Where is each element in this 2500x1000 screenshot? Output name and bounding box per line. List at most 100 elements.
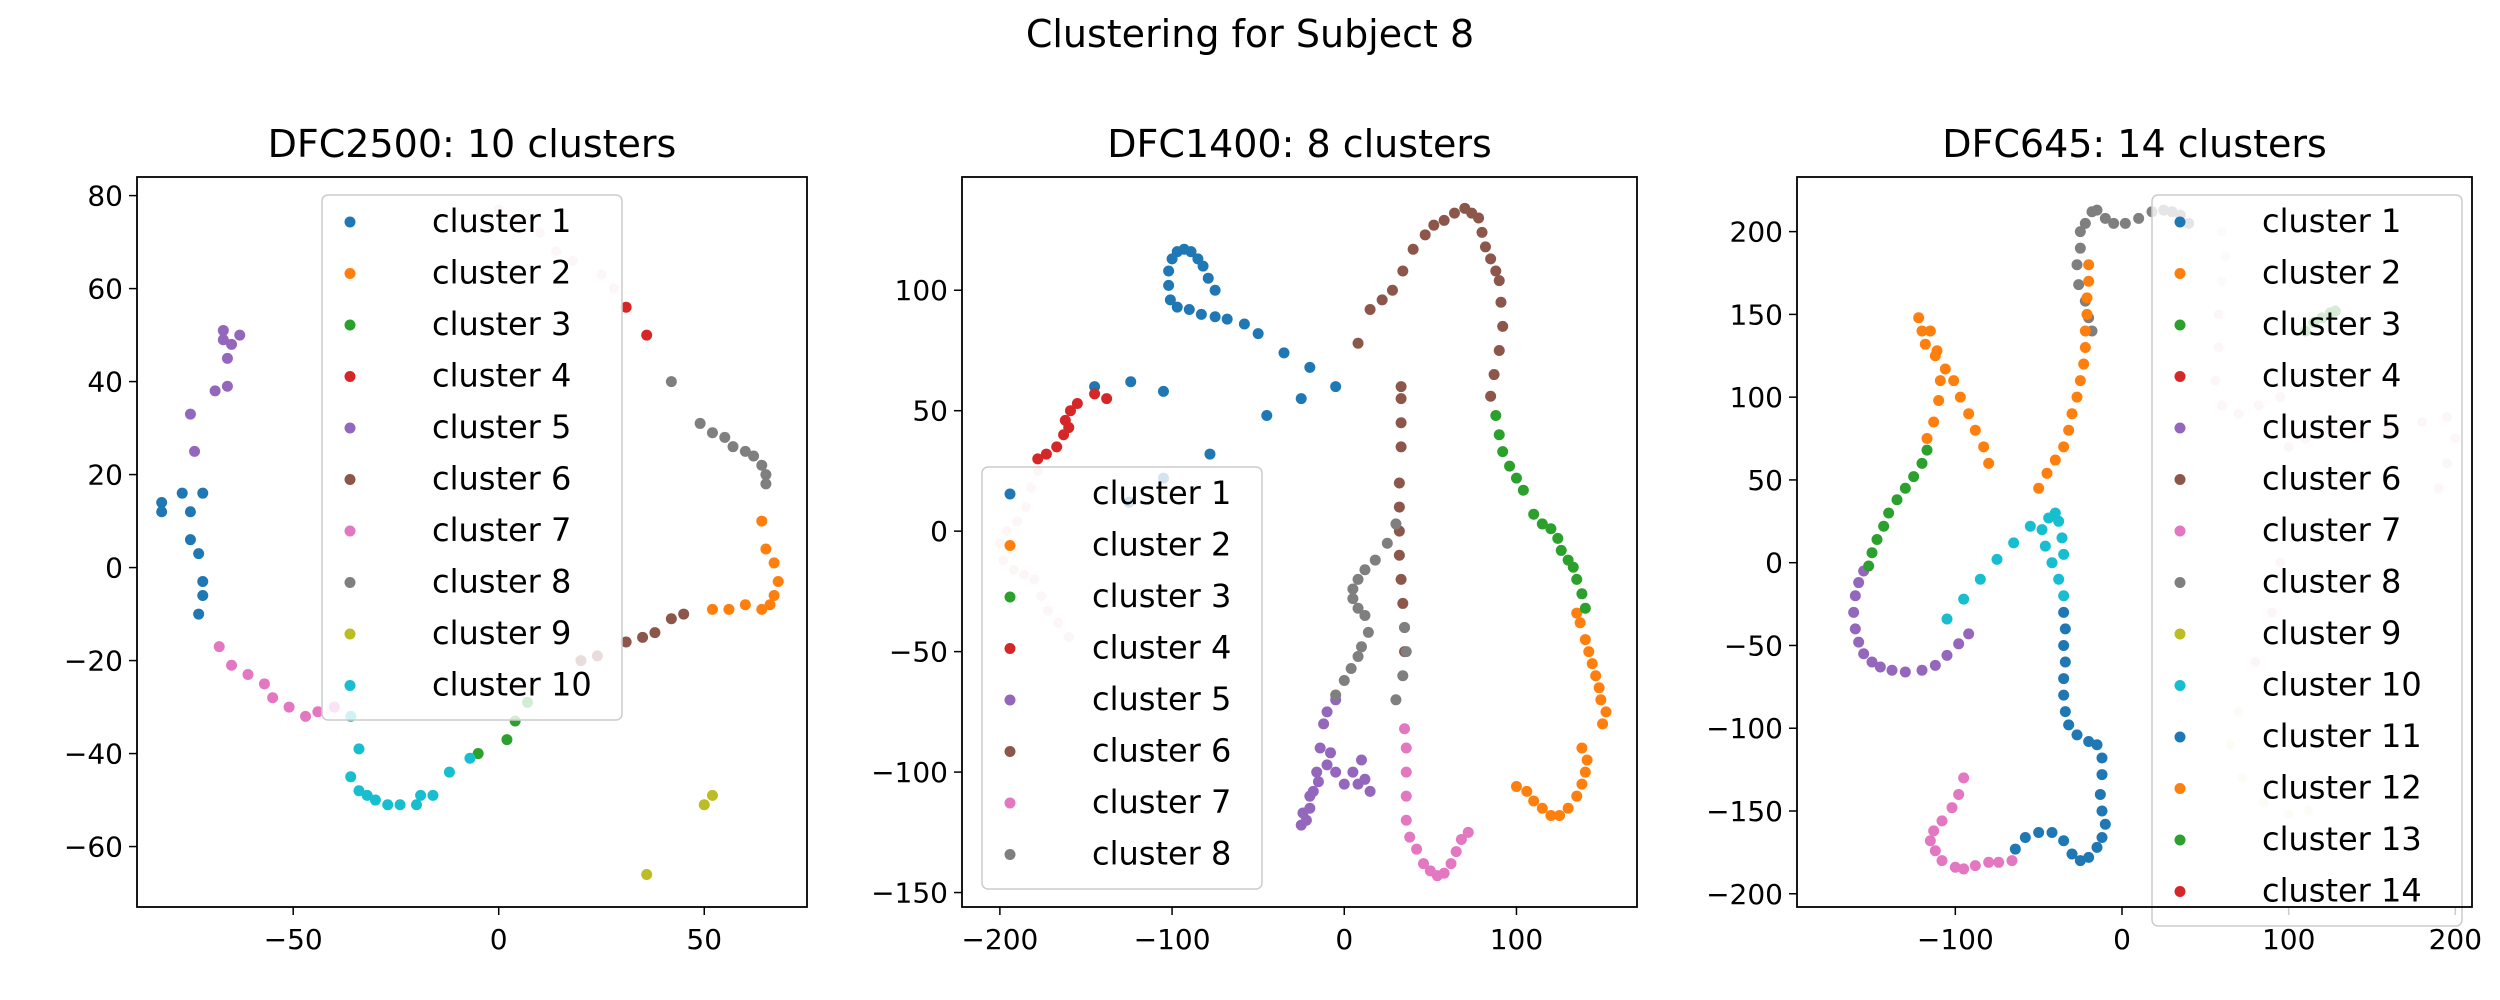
point-cluster-11 — [2033, 827, 2045, 839]
point-cluster-10 — [2039, 540, 2051, 552]
point-cluster-12 — [1954, 391, 1966, 403]
point-cluster-11 — [2059, 623, 2071, 635]
y-tick-label: 0 — [930, 515, 948, 548]
legend-entry: cluster 1 — [2262, 202, 2401, 240]
point-cluster-11 — [2096, 805, 2108, 817]
point-cluster-7 — [1936, 855, 1948, 867]
point-cluster-12 — [1939, 363, 1951, 375]
point-cluster-5 — [1314, 742, 1326, 754]
legend-entry: cluster 13 — [2262, 820, 2422, 858]
legend-entry: cluster 2 — [1092, 526, 1231, 564]
point-cluster-3 — [1493, 429, 1505, 441]
point-cluster-4 — [1071, 397, 1083, 409]
point-cluster-5 — [1297, 807, 1309, 819]
point-cluster-10 — [1991, 553, 2003, 565]
point-cluster-6 — [1364, 304, 1376, 316]
point-cluster-8 — [1397, 670, 1409, 682]
point-cluster-8 — [1338, 675, 1350, 687]
point-cluster-11 — [2083, 735, 2095, 747]
panel-3: DFC645: 14 clusters −100 0 100 200 −200 −150 −1… — [1706, 122, 2482, 956]
point-cluster-5 — [1874, 661, 1886, 673]
point-cluster-2 — [1571, 790, 1583, 802]
point-cluster-7 — [1953, 788, 1965, 800]
point-cluster-8 — [1352, 573, 1364, 585]
point-cluster-12 — [1983, 457, 1995, 469]
point-cluster-5 — [1886, 664, 1898, 676]
point-cluster-7 — [1983, 856, 1995, 868]
legend-entry: cluster 4 — [1092, 629, 1231, 667]
point-cluster-10 — [427, 789, 439, 801]
point-cluster-1 — [1204, 448, 1216, 460]
point-cluster-7 — [1929, 845, 1941, 857]
point-cluster-12 — [1934, 375, 1946, 387]
point-cluster-2 — [723, 603, 735, 615]
point-cluster-9 — [641, 868, 653, 880]
point-cluster-13 — [1899, 482, 1911, 494]
point-cluster-9 — [698, 799, 710, 811]
point-cluster-2 — [1579, 634, 1591, 646]
point-cluster-6 — [1395, 381, 1407, 393]
point-cluster-3 — [1528, 508, 1540, 520]
point-cluster-2 — [768, 557, 780, 569]
legend-entry: cluster 3 — [432, 305, 571, 343]
point-cluster-5 — [217, 324, 229, 336]
legend-marker — [2174, 319, 2186, 331]
legend-entry: cluster 12 — [2262, 769, 2422, 807]
point-cluster-12 — [2074, 375, 2086, 387]
legend-entry: cluster 1 — [432, 202, 571, 240]
point-cluster-1 — [1304, 361, 1316, 373]
legend-entry: cluster 6 — [432, 460, 571, 498]
legend-entry: cluster 14 — [2262, 872, 2422, 910]
panel-title: DFC1400: 8 clusters — [1107, 122, 1492, 166]
point-cluster-11 — [2094, 788, 2106, 800]
point-cluster-12 — [2079, 325, 2091, 337]
axes-frame — [136, 176, 808, 908]
point-cluster-6 — [1407, 243, 1419, 255]
point-cluster-10 — [1941, 613, 1953, 625]
point-cluster-8 — [2073, 279, 2085, 291]
legend-entry: cluster 3 — [2262, 305, 2401, 343]
point-cluster-8 — [2071, 259, 2083, 271]
point-cluster-11 — [2099, 818, 2111, 830]
point-cluster-3 — [1552, 532, 1564, 544]
point-cluster-7 — [258, 678, 270, 690]
point-cluster-10 — [2024, 520, 2036, 532]
point-cluster-5 — [1866, 656, 1878, 668]
point-cluster-3 — [472, 748, 484, 760]
point-cluster-1 — [1209, 284, 1221, 296]
point-cluster-5 — [217, 334, 229, 346]
point-cluster-8 — [1330, 689, 1342, 701]
y-tick-label: −20 — [64, 645, 123, 678]
point-cluster-12 — [2066, 408, 2078, 420]
point-cluster-6 — [1428, 219, 1440, 231]
point-cluster-13 — [1863, 560, 1875, 572]
point-cluster-8 — [760, 478, 772, 490]
point-cluster-2 — [1554, 809, 1566, 821]
legend-marker — [2174, 731, 2186, 743]
point-cluster-1 — [197, 589, 209, 601]
y-tick-label: 100 — [895, 274, 948, 307]
point-cluster-7 — [1462, 826, 1474, 838]
point-cluster-7 — [226, 659, 238, 671]
point-cluster-10 — [369, 794, 381, 806]
legend-entry: cluster 6 — [2262, 460, 2401, 498]
point-cluster-5 — [1321, 706, 1333, 718]
point-cluster-8 — [756, 459, 768, 471]
point-cluster-1 — [1295, 393, 1307, 405]
legend-entry: cluster 5 — [432, 408, 571, 446]
point-cluster-12 — [1963, 408, 1975, 420]
legend-marker — [344, 577, 356, 588]
point-cluster-5 — [1899, 666, 1911, 678]
point-cluster-9 — [706, 789, 718, 801]
point-cluster-5 — [1848, 606, 1860, 618]
point-cluster-5 — [184, 408, 196, 420]
point-cluster-1 — [1238, 318, 1250, 330]
point-cluster-1 — [1209, 311, 1221, 323]
point-cluster-10 — [464, 752, 476, 764]
point-cluster-4 — [641, 329, 653, 341]
point-cluster-12 — [2049, 454, 2061, 466]
point-cluster-11 — [2058, 673, 2070, 685]
point-cluster-13 — [1883, 507, 1895, 519]
legend-entry: cluster 7 — [1092, 783, 1231, 821]
point-cluster-5 — [1330, 766, 1342, 778]
